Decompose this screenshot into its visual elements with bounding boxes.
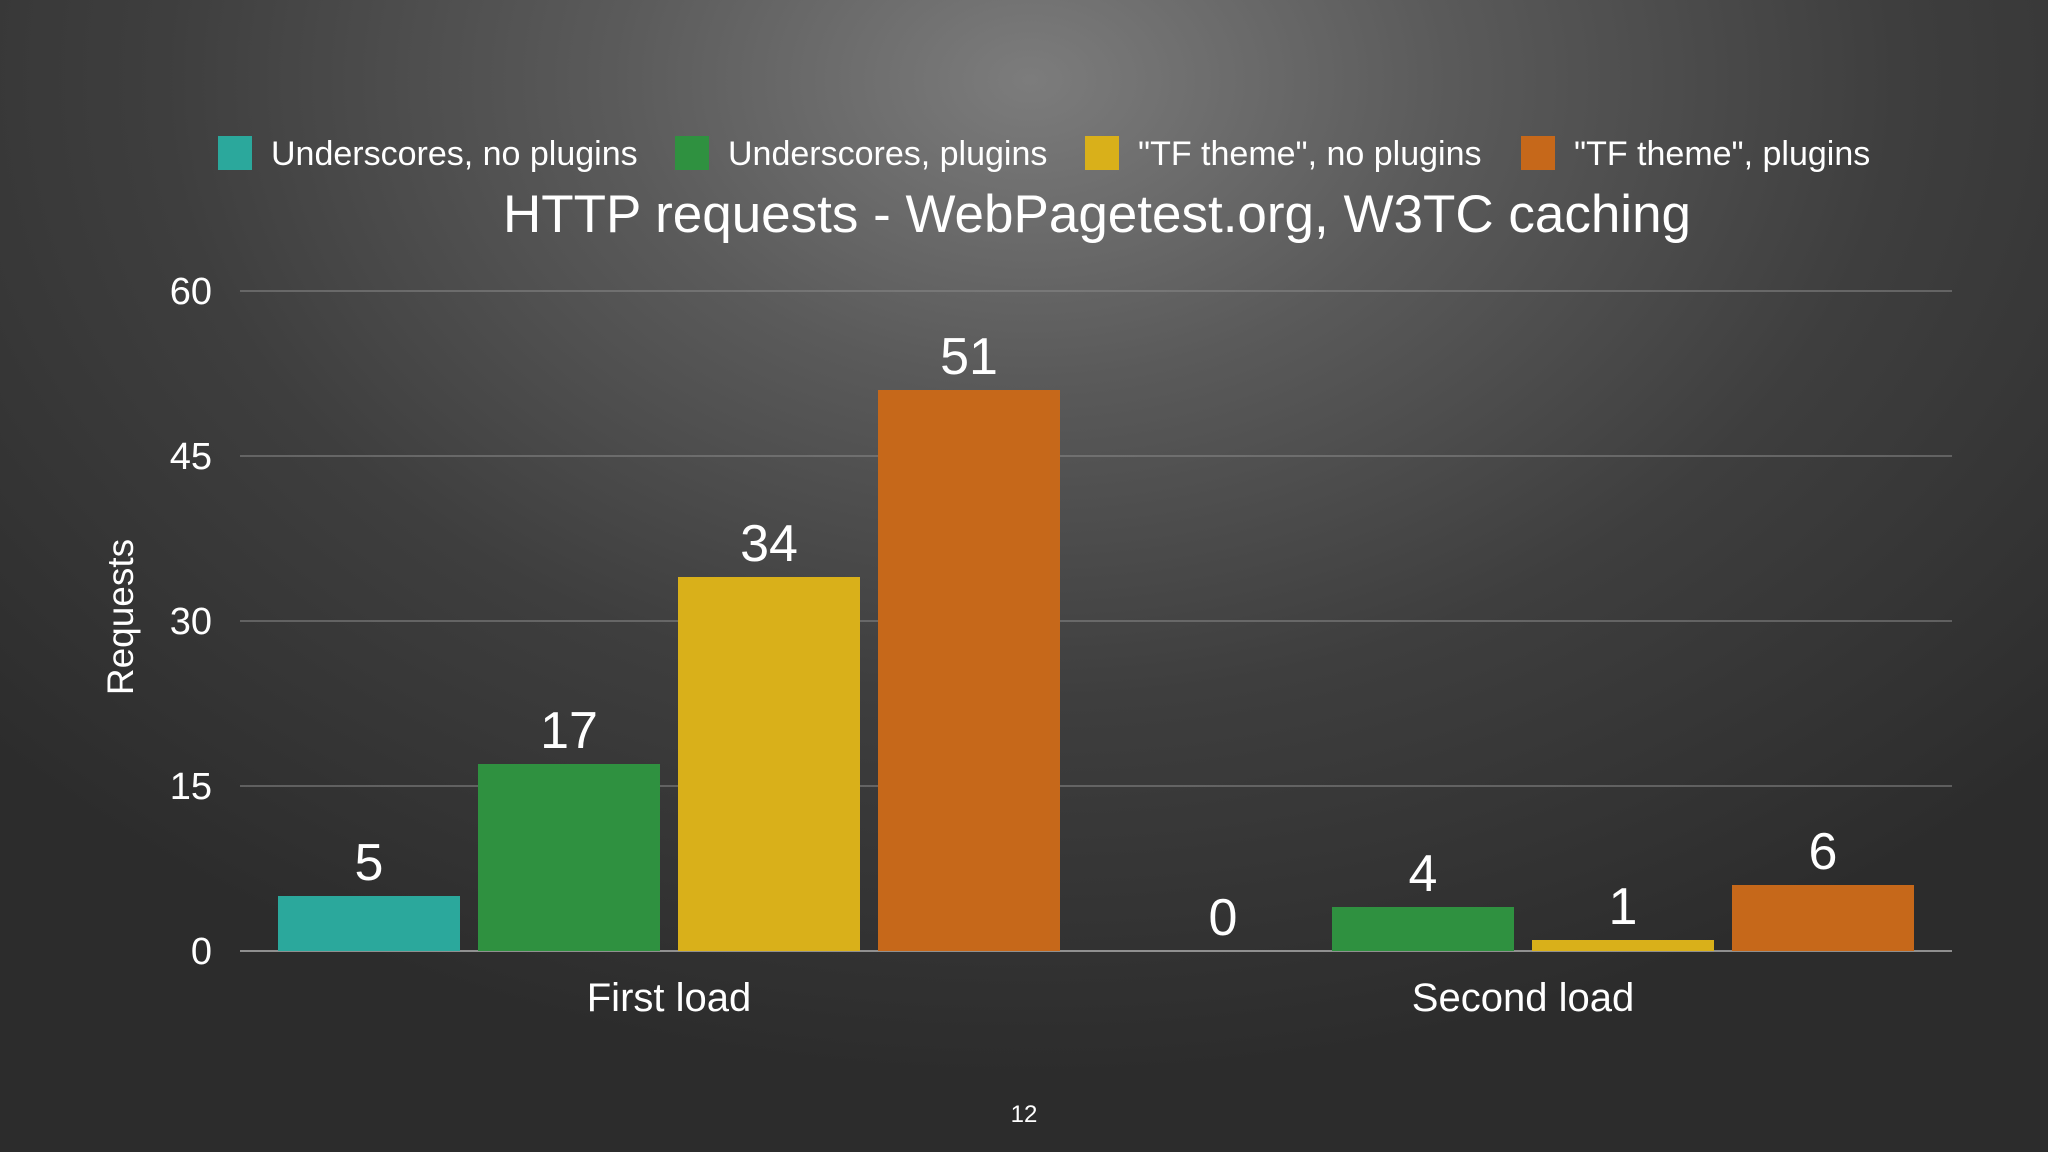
bars: [278, 390, 1914, 951]
legend-label: Underscores, plugins: [728, 135, 1047, 173]
legend-swatch: [675, 136, 709, 170]
y-tick-label: 60: [170, 271, 212, 313]
bar: [278, 896, 460, 951]
data-label: 34: [740, 515, 798, 573]
y-axis-label: Requests: [100, 539, 141, 695]
data-label: 5: [355, 834, 384, 892]
data-label: 6: [1809, 823, 1838, 881]
page-number: 12: [1010, 1101, 1038, 1128]
bar: [678, 577, 860, 951]
legend-swatch: [1085, 136, 1119, 170]
legend: Underscores, no plugins Underscores, plug…: [218, 135, 1870, 173]
bar: [478, 764, 660, 951]
data-label: 1: [1609, 878, 1638, 936]
legend-swatch: [218, 136, 252, 170]
bar: [1732, 885, 1914, 951]
legend-label: Underscores, no plugins: [271, 135, 638, 173]
bar: [1332, 907, 1514, 951]
category-label: First load: [587, 976, 752, 1020]
category-label: Second load: [1412, 976, 1634, 1020]
bar: [1532, 940, 1714, 951]
y-tick-label: 0: [191, 931, 212, 973]
legend-label: "TF theme", plugins: [1574, 135, 1870, 173]
y-tick-label: 30: [170, 601, 212, 643]
y-tick-label: 15: [170, 766, 212, 808]
data-label: 0: [1209, 889, 1238, 947]
data-label: 51: [940, 328, 998, 386]
chart-title: HTTP requests - WebPagetest.org, W3TC ca…: [503, 185, 1691, 244]
bar: [878, 390, 1060, 951]
legend-swatch: [1521, 136, 1555, 170]
data-label: 17: [540, 702, 598, 760]
y-tick-label: 45: [170, 436, 212, 478]
data-label: 4: [1409, 845, 1438, 903]
data-labels: 5 17 34 51 0 4 1 6: [355, 328, 1838, 947]
y-axis-ticks: 0 15 30 45 60: [170, 271, 212, 973]
legend-label: "TF theme", no plugins: [1138, 135, 1482, 173]
category-labels: First load Second load: [587, 976, 1634, 1020]
